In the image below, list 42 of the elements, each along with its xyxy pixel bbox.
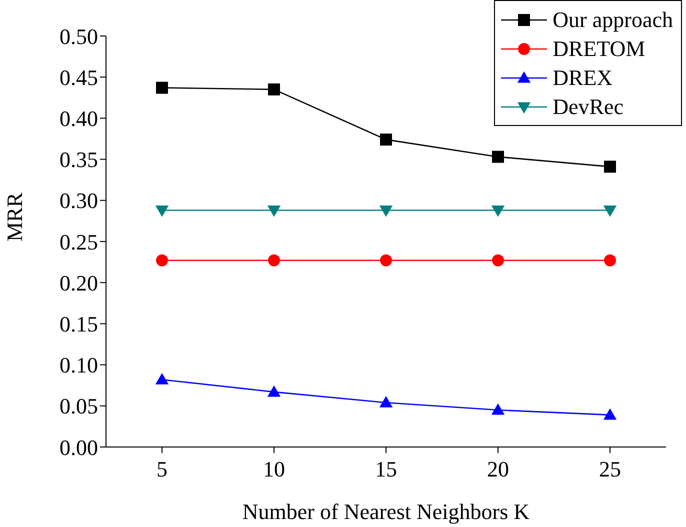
legend-label: DevRec bbox=[552, 94, 624, 120]
point bbox=[380, 134, 392, 146]
point bbox=[604, 254, 616, 266]
y-tick-label: 0.05 bbox=[60, 394, 98, 419]
y-tick-label: 0.40 bbox=[60, 106, 98, 132]
point bbox=[491, 403, 505, 415]
y-tick-label: 0.50 bbox=[60, 24, 98, 49]
point bbox=[604, 160, 616, 173]
point bbox=[491, 205, 505, 217]
y-axis-title: MRR bbox=[2, 192, 27, 242]
y-tick-label: 0.25 bbox=[60, 229, 98, 254]
x-tick-label: 25 bbox=[599, 456, 621, 482]
x-tick-label: 5 bbox=[156, 456, 168, 482]
x-tick-label: 20 bbox=[487, 456, 509, 482]
point bbox=[156, 82, 168, 94]
point bbox=[155, 205, 169, 217]
x-tick-label: 10 bbox=[263, 456, 285, 482]
point bbox=[267, 205, 281, 217]
y-tick-label: 0.10 bbox=[60, 352, 98, 378]
point bbox=[603, 408, 617, 420]
legend-label: DRETOM bbox=[552, 36, 646, 62]
point bbox=[156, 254, 168, 266]
legend-label: Our approach bbox=[552, 6, 673, 32]
y-tick-label: 0.30 bbox=[60, 188, 98, 214]
y-tick-label: 0.45 bbox=[60, 64, 98, 90]
point bbox=[268, 83, 280, 96]
point bbox=[155, 372, 169, 384]
y-tick-label: 0.00 bbox=[60, 434, 98, 460]
point bbox=[379, 205, 393, 217]
x-axis-title: Number of Nearest Neighbors K bbox=[242, 499, 530, 524]
point bbox=[268, 254, 280, 266]
y-tick-label: 0.35 bbox=[60, 147, 98, 172]
y-tick-label: 0.20 bbox=[60, 270, 98, 296]
point bbox=[492, 254, 504, 266]
point bbox=[603, 205, 617, 217]
y-tick-label: 0.15 bbox=[60, 312, 98, 337]
x-tick-label: 15 bbox=[375, 456, 397, 482]
point bbox=[380, 254, 392, 266]
point bbox=[267, 385, 281, 397]
point bbox=[492, 150, 504, 163]
legend-label: DREX bbox=[552, 64, 613, 90]
point bbox=[379, 396, 393, 408]
